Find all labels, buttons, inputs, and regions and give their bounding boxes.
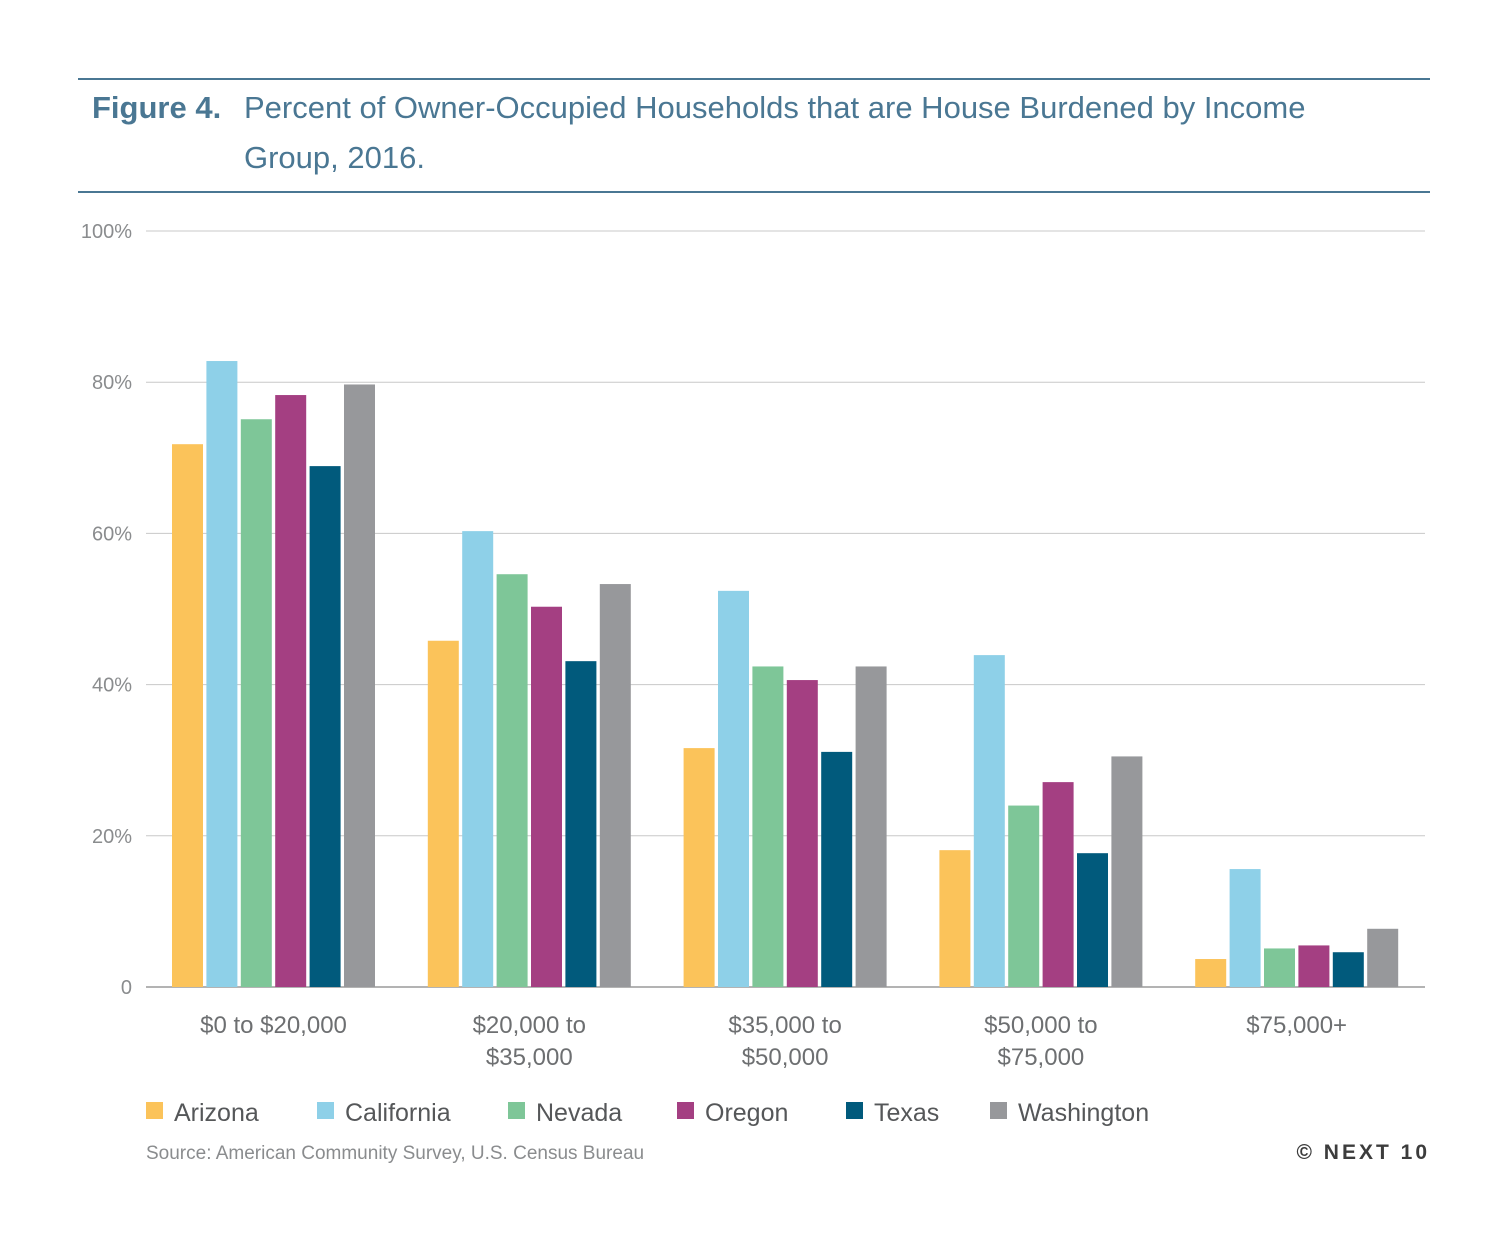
legend-label: California [345,1099,451,1127]
figure-title: Percent of Owner-Occupied Households tha… [244,90,1306,175]
bar-texas [565,661,597,987]
bar-nevada [1008,805,1040,987]
legend-label: Washington [1018,1099,1149,1127]
bar-arizona [427,640,459,987]
legend-swatch [990,1102,1007,1119]
source-note: Source: American Community Survey, U.S. … [146,1143,645,1164]
bar-arizona [1195,959,1227,987]
bar-washington [599,584,631,987]
legend-swatch [508,1102,525,1119]
bar-nevada [496,574,528,987]
legend-label: Arizona [174,1099,259,1127]
bar-california [206,361,238,988]
legend-swatch [846,1102,863,1119]
bar-oregon [1298,945,1330,987]
legend-swatch [146,1102,163,1119]
x-tick-label: $50,000 [742,1044,829,1071]
bar-arizona [172,444,203,987]
y-tick-label: 40% [92,675,132,697]
y-tick-label: 100% [81,221,132,243]
legend-label: Texas [874,1099,939,1127]
copyright-credit: © NEXT 10 [1296,1141,1430,1164]
bar-washington [344,384,375,987]
bar-california [462,531,494,987]
bar-washington [855,666,887,987]
bar-texas [1332,952,1364,987]
y-tick-label: 0 [121,977,132,999]
bar-texas [309,466,341,988]
x-tick-label: $20,000 to [473,1012,586,1039]
figure-label: Figure 4. [92,90,222,125]
x-tick-label: $35,000 [486,1044,573,1071]
bar-nevada [240,419,272,987]
bar-oregon [531,606,562,987]
bar-nevada [752,666,784,987]
legend-swatch [677,1102,694,1119]
x-tick-label: $0 to $20,000 [200,1012,347,1039]
top-rule [78,78,1430,80]
x-tick-label: $75,000+ [1246,1012,1347,1039]
bar-texas [821,751,853,987]
bar-nevada [1264,948,1295,987]
y-tick-label: 80% [92,372,132,394]
x-tick-label: $35,000 to [728,1012,841,1039]
bar-california [718,590,749,987]
x-tick-label: $75,000 [998,1044,1085,1071]
title-rule [78,191,1430,193]
legend-swatch [317,1102,334,1119]
bar-arizona [939,850,971,987]
bar-california [973,655,1005,987]
x-tick-label: $50,000 to [984,1012,1097,1039]
bar-texas [1077,853,1108,987]
bar-washington [1367,928,1399,987]
bar-oregon [275,395,307,987]
bar-washington [1111,756,1143,987]
legend-label: Nevada [536,1099,622,1127]
bar-oregon [786,680,818,987]
bar-arizona [683,748,715,987]
y-tick-label: 60% [92,523,132,545]
legend-label: Oregon [705,1099,788,1127]
bar-oregon [1042,782,1074,987]
bar-california [1229,869,1261,987]
y-tick-label: 20% [92,826,132,848]
